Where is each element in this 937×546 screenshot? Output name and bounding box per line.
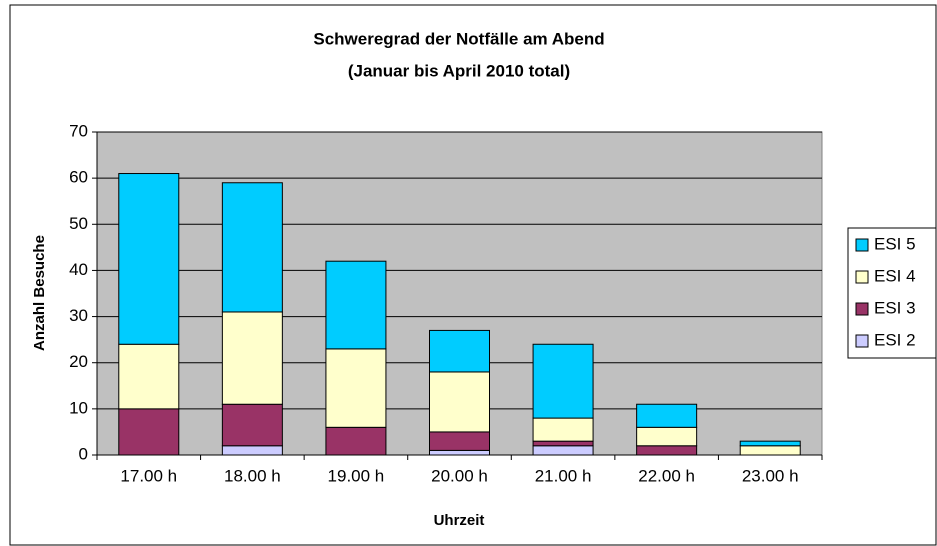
bar-segment [221, 182, 283, 313]
y-tick-label: 30 [69, 306, 88, 325]
x-axis-label: Uhrzeit [434, 512, 485, 529]
bar-segment [429, 449, 490, 456]
x-tick-label: 22.00 h [638, 466, 695, 485]
bar-segment [739, 445, 801, 456]
y-tick-label: 0 [79, 444, 88, 463]
x-tick-label: 23.00 h [742, 466, 799, 485]
legend-swatch [855, 334, 869, 348]
legend-swatch [855, 270, 869, 284]
bar-segment [636, 403, 698, 428]
bar-segment [118, 408, 180, 456]
bar-segment [429, 431, 490, 451]
bar-segment [739, 440, 801, 447]
legend-label: ESI 5 [874, 234, 916, 253]
bar-segment [532, 440, 594, 447]
x-tick-label: 19.00 h [328, 466, 385, 485]
bar-segment [429, 371, 490, 433]
legend-label: ESI 2 [874, 330, 916, 349]
bar-segment [221, 403, 283, 447]
legend-swatch [855, 238, 869, 252]
bar-segment [118, 173, 180, 345]
y-tick-label: 60 [69, 168, 88, 187]
y-tick-label: 40 [69, 260, 88, 279]
x-tick-label: 20.00 h [431, 466, 488, 485]
bar-segment [532, 343, 594, 419]
y-tick-label: 20 [69, 352, 88, 371]
legend-swatch [855, 302, 869, 316]
legend-label: ESI 3 [874, 298, 916, 317]
bar-segment [221, 445, 283, 456]
bar-segment [325, 426, 387, 456]
bar-segment [221, 311, 283, 405]
bar-segment [636, 445, 698, 456]
bar-segment [532, 445, 594, 456]
bar-segment [325, 260, 387, 350]
bar-segment [429, 329, 490, 373]
bar-segment [118, 343, 180, 410]
bar-segment [636, 426, 698, 447]
y-tick-label: 70 [69, 121, 88, 140]
y-axis-label: Anzahl Besuche [31, 235, 48, 351]
y-tick-label: 50 [69, 214, 88, 233]
chart-title: Schweregrad der Notfälle am Abend [313, 29, 604, 48]
y-tick-label: 10 [69, 398, 88, 417]
bar-segment [532, 417, 594, 442]
x-tick-label: 17.00 h [120, 466, 177, 485]
x-tick-label: 18.00 h [224, 466, 281, 485]
chart-subtitle: (Januar bis April 2010 total) [348, 61, 570, 80]
x-tick-label: 21.00 h [535, 466, 592, 485]
bar-segment [325, 348, 387, 428]
legend-label: ESI 4 [874, 266, 916, 285]
